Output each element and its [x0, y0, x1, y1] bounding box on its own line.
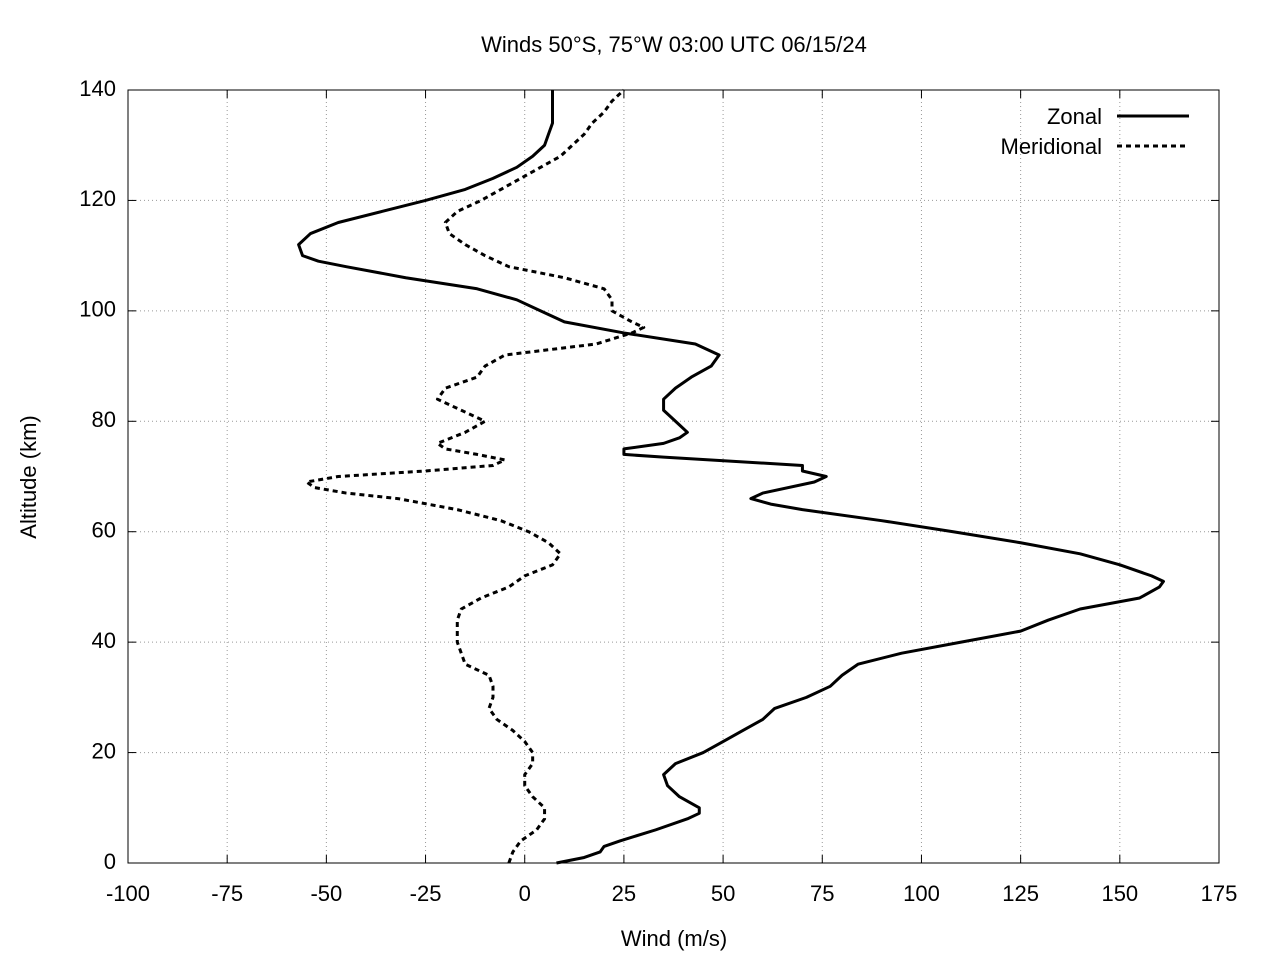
y-axis-label: Altitude (km) — [16, 415, 41, 538]
y-tick-label: 20 — [92, 738, 116, 763]
legend-label: Zonal — [1047, 104, 1102, 129]
x-tick-label: -25 — [410, 881, 442, 906]
y-tick-label: 100 — [79, 297, 116, 322]
x-tick-label: 150 — [1101, 881, 1138, 906]
x-tick-label: 50 — [711, 881, 735, 906]
y-tick-label: 120 — [79, 186, 116, 211]
legend-label: Meridional — [1001, 134, 1103, 159]
x-tick-label: 0 — [519, 881, 531, 906]
wind-line — [297, 90, 1165, 865]
x-axis-label: Wind (m/s) — [621, 926, 727, 951]
x-tick-label: 25 — [612, 881, 636, 906]
y-tick-label: 60 — [92, 518, 116, 543]
chart-title: Winds 50°S, 75°W 03:00 UTC 06/15/24 — [481, 32, 867, 57]
x-tick-label: 175 — [1201, 881, 1238, 906]
x-tick-label: 100 — [903, 881, 940, 906]
x-tick-label: 125 — [1002, 881, 1039, 906]
wind-line — [305, 88, 646, 864]
y-tick-label: 40 — [92, 628, 116, 653]
x-tick-label: -75 — [211, 881, 243, 906]
x-tick-label: -50 — [310, 881, 342, 906]
y-tick-label: 0 — [104, 849, 116, 874]
plot-frame — [127, 89, 1220, 864]
y-tick-label: 140 — [79, 76, 116, 101]
y-tick-label: 80 — [92, 407, 116, 432]
x-tick-label: -100 — [106, 881, 150, 906]
x-tick-label: 75 — [810, 881, 834, 906]
